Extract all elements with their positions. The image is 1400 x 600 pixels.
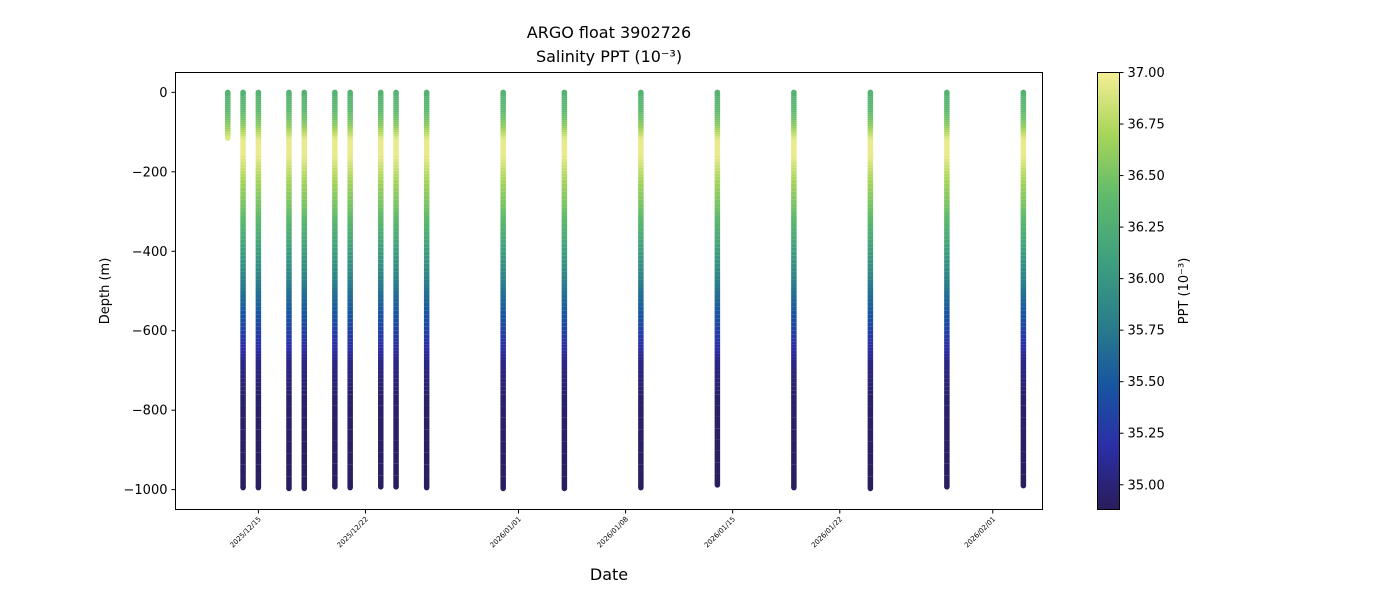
profile-top-cap xyxy=(301,89,308,96)
profile-9 xyxy=(393,89,399,490)
x-axis-label: Date xyxy=(590,565,628,584)
profile-18 xyxy=(1020,89,1027,489)
chart-title: ARGO float 3902726 xyxy=(527,23,691,42)
profile-bottom-cap xyxy=(423,484,430,491)
profile-top-cap xyxy=(714,89,721,96)
profile-bottom-cap xyxy=(378,484,384,490)
profile-bottom-cap xyxy=(714,482,721,488)
colorbar-tick-label: 36.00 xyxy=(1128,272,1165,287)
colorbar: 35.00 35.25 35.50 35.75 36.00 36.25 36.50 36.75… xyxy=(1097,66,1192,510)
y-tick-label: −1000 xyxy=(124,483,168,498)
profile-top-cap xyxy=(347,89,353,96)
profile-1 xyxy=(225,89,231,141)
y-tick-label: −800 xyxy=(132,404,168,419)
profile-bottom-cap xyxy=(561,485,568,492)
y-tick-label: −600 xyxy=(132,324,168,339)
profile-13 xyxy=(638,89,644,491)
profile-top-cap xyxy=(378,89,384,96)
profile-bottom-cap xyxy=(286,485,292,492)
profile-3 xyxy=(255,89,262,491)
profile-bottom-cap xyxy=(500,485,506,492)
profile-top-cap xyxy=(1020,89,1027,96)
profile-bottom-cap xyxy=(1020,482,1027,489)
profile-top-cap xyxy=(791,89,797,96)
profile-top-cap xyxy=(500,89,506,96)
chart-subtitle: Salinity PPT (10⁻³) xyxy=(536,47,682,66)
profile-top-cap xyxy=(240,89,246,96)
profile-2 xyxy=(240,89,246,491)
y-tick-label: 0 xyxy=(159,86,167,101)
profile-bottom-cap xyxy=(332,484,338,490)
colorbar-label: PPT (10⁻³) xyxy=(1177,258,1192,325)
x-tick-label: 2025/12/22 xyxy=(336,515,370,549)
colorbar-gradient xyxy=(1097,72,1120,510)
profile-bottom-cap xyxy=(791,484,797,491)
profile-bottom-cap xyxy=(255,484,262,491)
x-tick-label: 2026/01/15 xyxy=(703,515,737,549)
colorbar-tick-label: 36.75 xyxy=(1128,118,1165,133)
profile-11 xyxy=(500,89,506,492)
y-tick-label: −200 xyxy=(132,165,168,180)
profile-top-cap xyxy=(423,89,430,96)
y-axis: 0 −200 −400 −600 −800 −1000 xyxy=(124,86,176,498)
profiles-layer xyxy=(225,89,1027,492)
profile-12 xyxy=(561,89,568,492)
profile-17 xyxy=(944,89,950,490)
x-tick-label: 2026/02/01 xyxy=(963,515,997,549)
profile-top-cap xyxy=(944,89,950,96)
y-axis-label: Depth (m) xyxy=(98,258,113,325)
profile-top-cap xyxy=(867,89,874,96)
profile-4 xyxy=(286,89,292,492)
x-axis: 2025/12/15 2025/12/22 2026/01/01 2026/01/08… xyxy=(229,509,997,549)
profile-6 xyxy=(332,89,338,490)
colorbar-tick-label: 35.25 xyxy=(1128,427,1165,442)
plot-frame xyxy=(175,72,1043,510)
profile-bottom-cap xyxy=(944,484,950,490)
x-tick-label: 2026/01/22 xyxy=(810,515,844,549)
profile-top-cap xyxy=(332,89,338,96)
profile-top-cap xyxy=(255,89,262,96)
profile-5 xyxy=(301,89,308,492)
profile-bottom-cap xyxy=(867,485,874,492)
x-tick-label: 2026/01/01 xyxy=(489,515,523,549)
x-tick-label: 2026/01/08 xyxy=(596,515,630,549)
profile-bottom-cap xyxy=(225,135,231,141)
profile-top-cap xyxy=(393,89,399,96)
colorbar-tick-label: 35.75 xyxy=(1128,324,1165,339)
profile-bottom-cap xyxy=(393,484,399,490)
profile-top-cap xyxy=(561,89,568,96)
colorbar-tick-label: 35.00 xyxy=(1128,478,1165,493)
profile-15 xyxy=(791,89,797,491)
profile-bottom-cap xyxy=(240,484,246,491)
profile-14 xyxy=(714,89,721,488)
profile-top-cap xyxy=(286,89,292,96)
profile-7 xyxy=(347,89,353,491)
profile-10 xyxy=(423,89,430,491)
y-tick-label: −400 xyxy=(132,245,168,260)
colorbar-tick-label: 35.50 xyxy=(1128,375,1165,390)
colorbar-tick-label: 36.50 xyxy=(1128,169,1165,184)
profile-bottom-cap xyxy=(638,484,644,491)
x-tick-label: 2025/12/15 xyxy=(229,515,263,549)
profile-bottom-cap xyxy=(347,484,353,491)
profile-top-cap xyxy=(638,89,644,96)
profile-8 xyxy=(378,89,384,490)
profile-16 xyxy=(867,89,874,492)
profile-top-cap xyxy=(225,89,231,96)
profile-bottom-cap xyxy=(301,485,308,492)
colorbar-tick-label: 36.25 xyxy=(1128,221,1165,236)
colorbar-tick-label: 37.00 xyxy=(1128,66,1165,81)
colorbar-ticks: 35.00 35.25 35.50 35.75 36.00 36.25 36.50 36.75… xyxy=(1119,66,1165,493)
